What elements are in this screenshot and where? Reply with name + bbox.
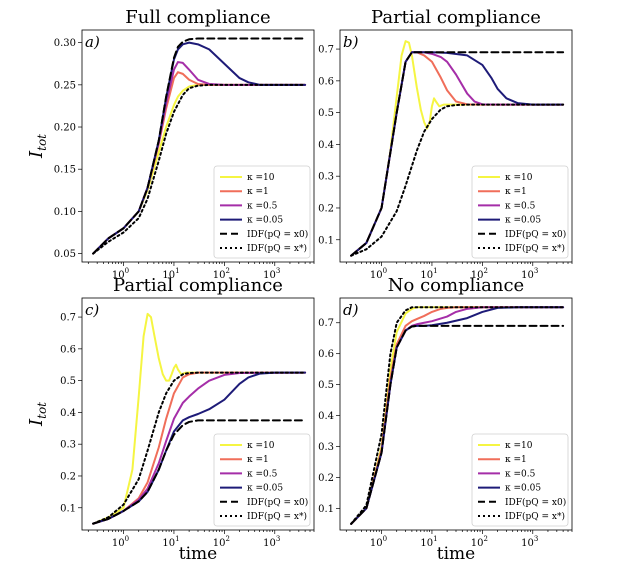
x-tick-label: 100: [112, 535, 129, 549]
x-tick-label: 103: [521, 535, 538, 549]
series-line-5: [92, 37, 307, 255]
y-tick-label: 0.20: [54, 123, 76, 134]
series-line-5: [92, 419, 307, 525]
legend: κ =10 κ =1 κ =0.5 κ =0.05 IDF(pQ = x0) IDF(pQ…: [213, 433, 311, 527]
legend-label: κ =10: [505, 173, 533, 183]
y-tick-label: 0.2: [318, 203, 334, 214]
y-tick-label: 0.4: [318, 140, 334, 151]
panel-title: Full compliance: [125, 7, 270, 28]
legend-label: κ =10: [505, 441, 533, 451]
legend-label: κ =10: [247, 173, 275, 183]
legend-box: [471, 433, 569, 527]
panel-title: Partial compliance: [371, 7, 541, 28]
chart-panel-3: 100 101 102 1030.10.20.30.40.50.60.7Partial…: [60, 275, 315, 549]
legend: κ =10 κ =1 κ =0.5 κ =0.05 IDF(pQ = x0) IDF(pQ…: [471, 165, 569, 259]
y-tick-label: 0.15: [54, 165, 76, 176]
legend-label: IDF(pQ = x*): [505, 511, 565, 522]
legend-label: κ =0.05: [247, 484, 283, 494]
legend-label: IDF(pQ = x*): [247, 511, 307, 522]
y-tick-label: 0.2: [60, 471, 76, 482]
y-tick-label: 0.5: [318, 108, 334, 119]
x-axis-label: time: [179, 544, 217, 564]
y-axis-label: Itot: [26, 402, 49, 427]
y-tick-label: 0.7: [60, 313, 76, 324]
y-tick-label: 0.1: [60, 503, 76, 514]
series-line-5: [350, 51, 565, 257]
y-tick-label: 0.1: [318, 504, 334, 515]
x-tick-label: 101: [420, 535, 437, 549]
y-tick-label: 0.5: [60, 376, 76, 387]
legend-box: [471, 165, 569, 259]
legend-label: IDF(pQ = x0): [505, 497, 566, 508]
y-tick-label: 0.3: [318, 172, 334, 183]
panel-title: No compliance: [388, 275, 524, 296]
series-line-6: [350, 103, 565, 257]
panel-label: c): [85, 301, 99, 319]
x-axis-label: time: [437, 544, 475, 564]
y-tick-label: 0.5: [318, 380, 334, 391]
chart-panel-2: 100 101 102 1030.10.20.30.40.50.60.7Partial…: [318, 7, 573, 281]
legend-label: κ =1: [247, 455, 269, 465]
panel-title: Partial compliance: [113, 275, 283, 296]
legend: κ =10 κ =1 κ =0.5 κ =0.05 IDF(pQ = x0) IDF(pQ…: [471, 433, 569, 527]
legend-label: κ =0.05: [505, 484, 541, 494]
y-tick-label: 0.25: [54, 80, 76, 91]
legend-label: κ =0.5: [505, 201, 536, 211]
x-tick-label: 100: [370, 535, 387, 549]
legend-label: κ =0.05: [247, 216, 283, 226]
series-line-5: [350, 324, 565, 525]
legend-label: IDF(pQ = x0): [247, 229, 308, 240]
legend-label: IDF(pQ = x*): [247, 243, 307, 254]
y-axis-label: Itot: [26, 134, 49, 159]
panel-label: d): [343, 301, 359, 319]
legend-label: κ =0.5: [247, 201, 278, 211]
chart-panel-1: 100 101 102 1030.050.100.150.200.250.30Full…: [54, 7, 315, 281]
legend-label: κ =1: [505, 187, 527, 197]
y-tick-label: 0.7: [318, 45, 334, 56]
series-line-1: [350, 40, 565, 257]
legend-label: IDF(pQ = x0): [247, 497, 308, 508]
y-tick-label: 0.1: [318, 235, 334, 246]
y-tick-label: 0.10: [54, 207, 76, 218]
y-tick-label: 0.4: [318, 411, 334, 422]
y-tick-label: 0.6: [60, 344, 76, 355]
legend-label: κ =0.5: [247, 469, 278, 479]
y-tick-label: 0.6: [318, 76, 334, 87]
y-tick-label: 0.6: [318, 349, 334, 360]
legend: κ =10 κ =1 κ =0.5 κ =0.05 IDF(pQ = x0) IDF(pQ…: [213, 165, 311, 259]
y-tick-label: 0.7: [318, 318, 334, 329]
series-line-6: [350, 306, 565, 525]
x-tick-label: 103: [263, 535, 280, 549]
legend-label: IDF(pQ = x*): [505, 243, 565, 254]
legend-label: κ =10: [247, 441, 275, 451]
legend-label: κ =1: [247, 187, 269, 197]
series-line-6: [92, 83, 307, 255]
panel-label: b): [343, 33, 359, 51]
y-tick-label: 0.05: [54, 249, 76, 260]
x-tick-label: 101: [162, 535, 179, 549]
y-tick-label: 0.3: [318, 442, 334, 453]
legend-box: [213, 433, 311, 527]
panel-label: a): [85, 33, 100, 51]
legend-label: κ =0.5: [505, 469, 536, 479]
legend-box: [213, 165, 311, 259]
y-tick-label: 0.30: [54, 38, 76, 49]
series-line-6: [92, 371, 307, 525]
legend-label: κ =0.05: [505, 216, 541, 226]
y-tick-label: 0.2: [318, 473, 334, 484]
x-tick-label: 100: [370, 267, 387, 281]
legend-label: κ =1: [505, 455, 527, 465]
legend-label: IDF(pQ = x0): [505, 229, 566, 240]
y-tick-label: 0.4: [60, 408, 76, 419]
y-tick-label: 0.3: [60, 440, 76, 451]
